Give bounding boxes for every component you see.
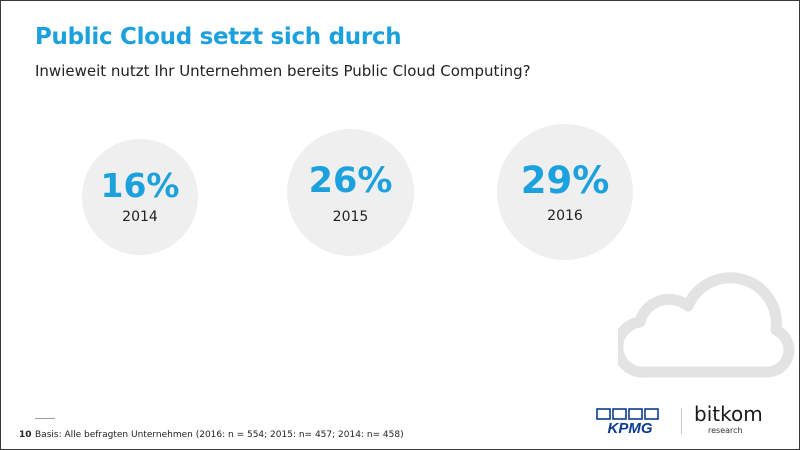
cloud-icon bbox=[618, 272, 795, 378]
bitkom-subline: research bbox=[708, 426, 743, 435]
stat-circle-2014: 16% 2014 bbox=[82, 139, 198, 255]
stat-circle-2015: 26% 2015 bbox=[287, 129, 414, 256]
stat-value: 16% bbox=[100, 166, 180, 205]
stat-year: 2016 bbox=[547, 208, 583, 224]
logo-divider bbox=[681, 408, 682, 434]
stat-year: 2015 bbox=[332, 209, 369, 225]
kpmg-logo: KPMG bbox=[596, 408, 659, 436]
stat-value: 29% bbox=[520, 159, 610, 202]
page-number: 10 bbox=[19, 430, 32, 440]
stat-circle-2016: 29% 2016 bbox=[497, 124, 633, 260]
bitkom-logo: bitkom research bbox=[694, 402, 764, 436]
bitkom-wordmark: bitkom bbox=[694, 402, 763, 426]
slide-title: Public Cloud setzt sich durch bbox=[35, 24, 402, 50]
footnote: Basis: Alle befragten Unternehmen (2016:… bbox=[35, 430, 404, 440]
svg-text:KPMG: KPMG bbox=[608, 420, 653, 436]
footer-rule bbox=[35, 418, 55, 419]
stat-value: 26% bbox=[308, 161, 393, 201]
stat-year: 2014 bbox=[122, 209, 158, 225]
slide-subtitle: Inwieweit nutzt Ihr Unternehmen bereits … bbox=[35, 62, 531, 80]
